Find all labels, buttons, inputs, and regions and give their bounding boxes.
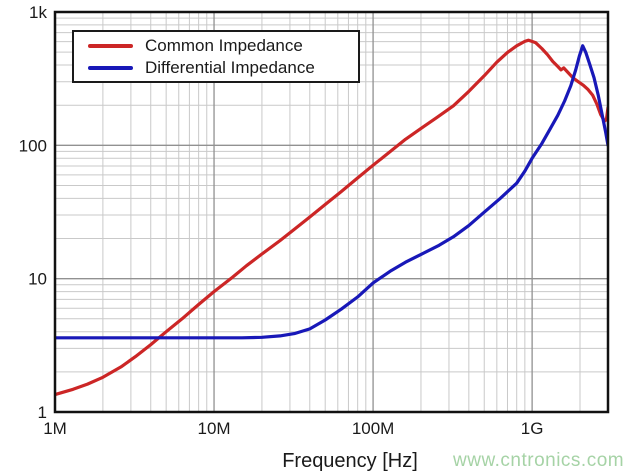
differential-impedance-curve	[55, 44, 608, 340]
x-axis-title: Frequency [Hz]	[282, 450, 418, 472]
legend-label-differential-impedance: Differential Impedance	[145, 58, 315, 77]
x-tick-label: 1G	[521, 419, 544, 438]
plot-border	[53, 10, 610, 414]
y-tick-label: 1	[38, 403, 47, 422]
legend-item-differential-impedance: Differential Impedance	[88, 59, 358, 76]
y-tick-label: 10	[28, 270, 47, 289]
y-tick-label: 100	[19, 136, 47, 155]
axis-tick-labels: 1M 10M 100M 1G 1 10 100 1k	[19, 3, 544, 438]
x-tick-label: 1M	[43, 419, 67, 438]
watermark: www.cntronics.com	[453, 450, 625, 471]
y-tick-label: 1k	[29, 3, 47, 22]
curves	[55, 38, 608, 397]
legend-item-common-impedance: Common Impedance	[88, 37, 358, 54]
common-impedance-curve	[55, 38, 608, 397]
legend: Common Impedance Differential Impedance	[72, 30, 360, 83]
x-tick-label: 100M	[352, 419, 395, 438]
differential-impedance-line-swatch	[88, 65, 133, 70]
x-tick-label: 10M	[198, 419, 231, 438]
legend-label-common-impedance: Common Impedance	[145, 36, 303, 55]
common-impedance-line-swatch	[88, 43, 133, 48]
